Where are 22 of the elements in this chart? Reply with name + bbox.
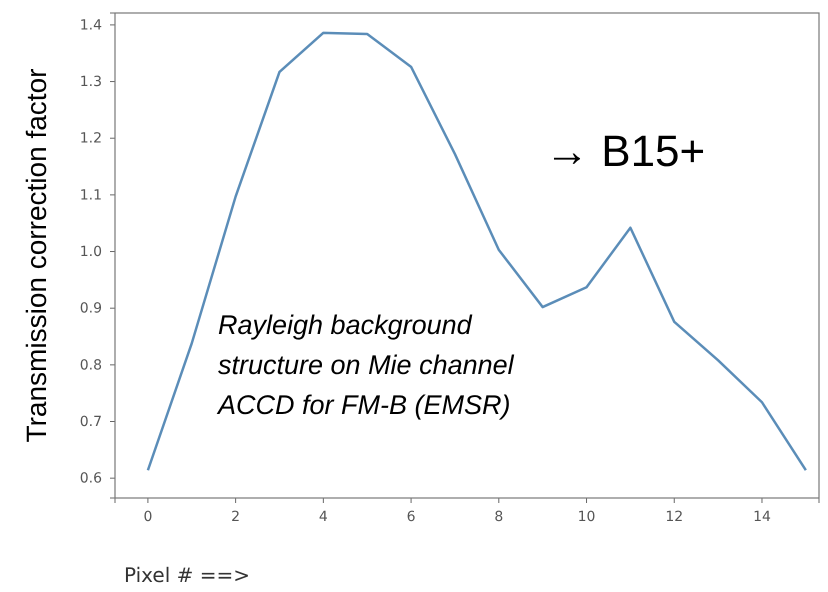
y-tick-label: 1.2 [80, 130, 102, 147]
y-tick-label: 1.3 [80, 74, 102, 90]
x-tick-label: 2 [231, 508, 240, 525]
y-tick-label: 1.1 [80, 187, 102, 204]
line-series [146, 32, 808, 472]
x-tick-label: 0 [143, 508, 152, 525]
x-tick-label: 10 [578, 508, 596, 525]
x-axis-title: Pixel # ==> [124, 563, 250, 587]
annotation: → B15+ [545, 127, 706, 176]
x-tick-label: 14 [753, 508, 771, 525]
y-tick-label: 1.4 [80, 17, 102, 34]
y-tick-label: 1.0 [80, 244, 102, 260]
x-tick-label: 8 [494, 508, 504, 525]
y-axis-title: Transmission correction factor [21, 68, 52, 442]
annotation: Rayleigh background structure on Mie channel ACCD for FM-B (EMSR) [216, 310, 515, 420]
y-tick-label: 0.8 [80, 357, 102, 374]
y-tick-label: 0.7 [80, 414, 102, 430]
x-tick-label: 12 [665, 508, 684, 525]
x-tick-label: 4 [318, 508, 328, 525]
y-tick-label: 0.6 [80, 470, 102, 487]
y-tick-label: 0.9 [80, 300, 102, 317]
x-tick-label: 6 [406, 508, 416, 525]
